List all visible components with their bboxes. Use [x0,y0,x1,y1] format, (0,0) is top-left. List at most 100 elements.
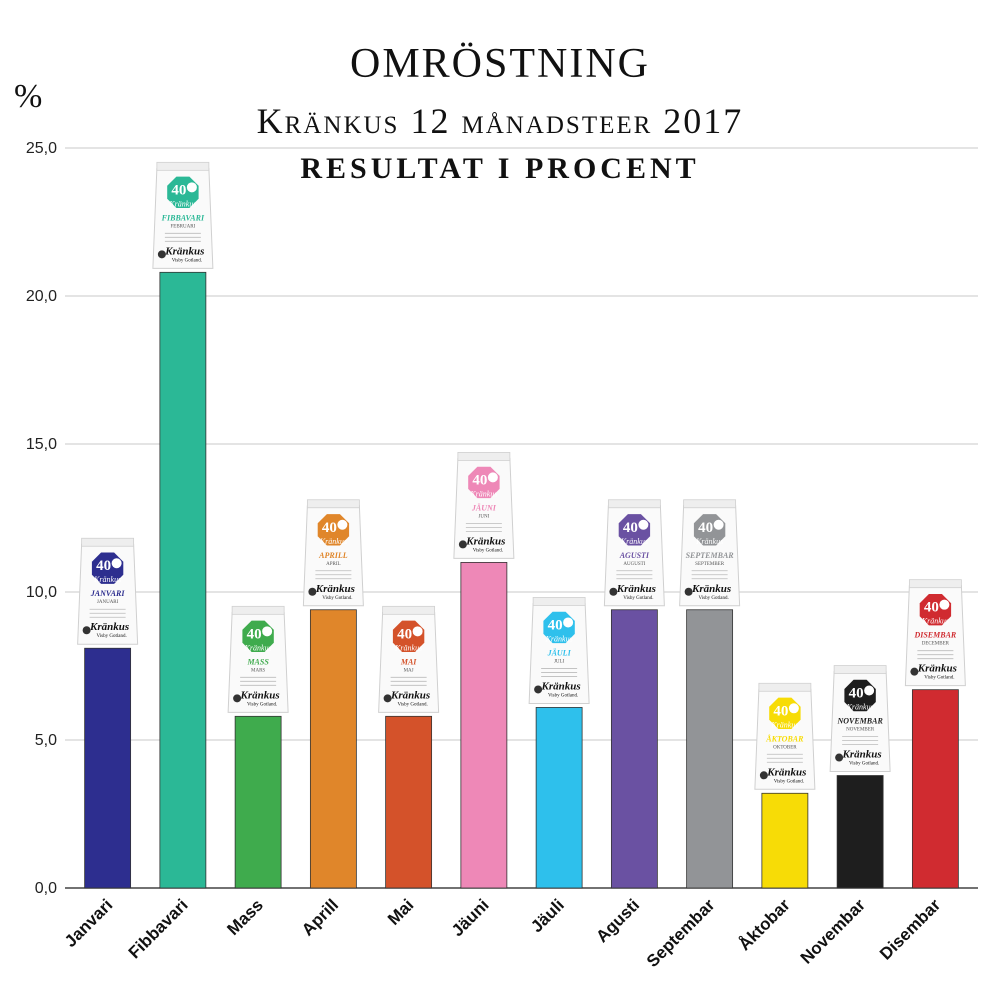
x-tick-label: Jäuni [448,895,493,940]
bag-logo: Kränkus [541,680,581,692]
bag-logo-place: Visby Gotland. [774,779,804,784]
bag-logo-figure [684,587,693,596]
bag-logo-place: Visby Gotland. [473,548,503,553]
bag-badge-face [713,519,724,530]
bag-logo-figure [82,626,91,635]
bag-badge-brand: Kränkus [168,199,196,208]
bag-month-sublabel: SEPTEMBER [695,562,725,567]
bag-badge-face [864,685,875,696]
x-tick-label: Septembar [643,895,719,971]
bag-badge-brand: Kränkus [846,703,874,712]
bag-badge-number: 40 [548,617,563,633]
bag-badge-face [262,626,273,637]
y-tick-label: 5,0 [35,732,57,749]
bag-logo: Kränkus [766,766,806,778]
bag-seal [156,161,210,171]
bag-month-sublabel: OKTOBER [773,745,797,750]
bag-badge-number: 40 [472,472,487,488]
y-axis-unit-label: % [14,78,43,115]
bag-month-label: DISEMBAR [913,631,956,640]
bag-month-label: FIBBAVARI [161,213,205,222]
gridlines: 0,0 5,0 10,0 15,0 20,0 25,0 [26,140,978,897]
bag-month-sublabel: NOVEMBER [846,728,875,733]
bag-badge-face [412,626,423,637]
bar [159,271,207,889]
bag-badge-face [111,558,122,569]
bag-logo: Kränkus [616,583,656,595]
bag-badge-brand: Kränkus [244,643,272,652]
bag-badge-brand: Kränkus [319,537,347,546]
bag-seal [833,665,887,674]
bag-logo-figure [308,587,317,596]
bag-logo: Kränkus [240,689,280,701]
bag-month-label: MASS [246,657,269,666]
bag-month-sublabel: JANUARI [97,600,119,605]
bag-month-sublabel: JUNI [478,514,489,519]
bag-badge-face [939,599,950,610]
bag-month-sublabel: AUGUSTI [623,562,645,567]
bag-seal [457,451,511,461]
bag-logo: Kränkus [390,689,430,701]
bag-logo-figure [910,667,919,676]
bag-month-sublabel: JULI [554,659,565,664]
bag-logo: Kränkus [465,535,505,547]
bag-month-label: APRILL [318,551,348,560]
x-axis-labels: Janvari Fibbavari Mass Aprill Mai Jäuni Jäuli A… [61,895,945,971]
bag-logo-place: Visby Gotland. [172,258,202,263]
bag-logo-figure [383,694,392,703]
bag-badge-brand: Kränkus [394,643,422,652]
bag-month-sublabel: MARS [251,668,265,673]
bar [761,792,809,889]
x-tick-label: Aprill [298,895,342,939]
bag-badge-face [638,519,649,530]
bar [460,562,508,889]
bag-seal [81,537,135,547]
bar [385,715,433,889]
bag-badge-number: 40 [322,520,337,536]
bar [911,689,959,889]
x-tick-label: Agusti [592,895,643,946]
bag-logo-place: Visby Gotland. [397,702,427,707]
y-tick-label: 10,0 [26,584,57,601]
x-tick-label: Mass [223,895,267,939]
bar [686,609,734,889]
x-tick-label: Disembar [876,895,944,963]
bag-badge-face [337,519,348,530]
y-tick-label: 0,0 [35,880,57,897]
y-tick-label: 20,0 [26,288,57,305]
bag-logo-place: Visby Gotland. [96,634,126,639]
chart-title: OMRÖSTNING [349,41,650,87]
bag-badge-number: 40 [849,686,864,702]
bag-badge-brand: Kränkus [695,537,723,546]
bag-logo-place: Visby Gotland. [623,596,653,601]
bag-badge-brand: Kränkus [545,634,573,643]
bag-badge-face [487,472,498,483]
bag-badge-number: 40 [96,558,111,574]
bag-month-label: AGUSTI [619,551,650,560]
bag-logo-place: Visby Gotland. [247,702,277,707]
bag-badge-number: 40 [698,520,713,536]
bag-logo-figure [233,694,242,703]
bar [535,707,583,889]
bag-seal [908,579,962,589]
bag-logo-figure [835,753,844,762]
x-tick-label: Mai [384,895,417,928]
bag-badge-face [186,182,197,193]
bag-badge-number: 40 [924,600,939,616]
bar [309,609,357,889]
bag-month-sublabel: DECEMBER [922,642,950,647]
bag-logo: Kränkus [164,245,204,257]
bag-month-sublabel: APRIL [326,562,340,567]
bag-month-label: SEPTEMBAR [686,551,735,560]
y-tick-label: 25,0 [26,140,57,157]
